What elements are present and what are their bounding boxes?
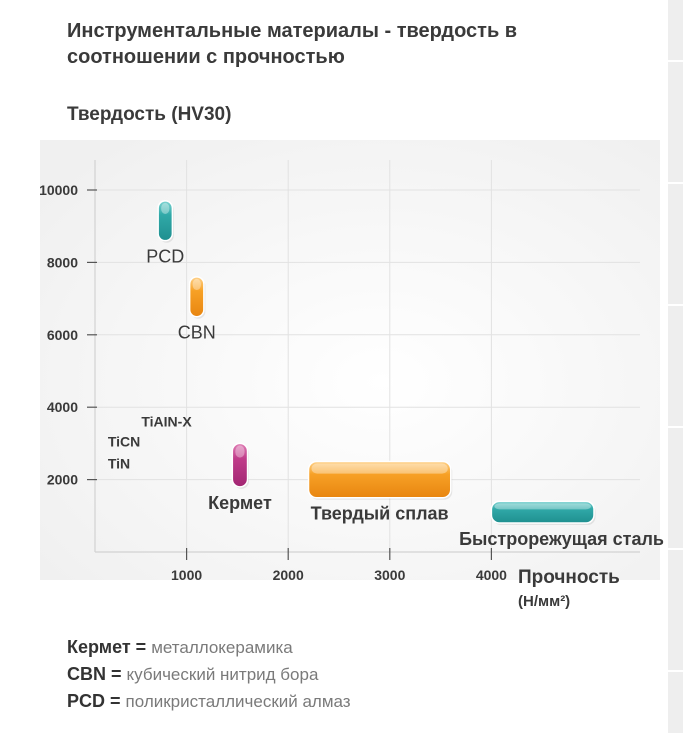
bar-label: Твердый сплав	[311, 504, 449, 524]
coating-annotation: TiAIN-X	[141, 414, 192, 430]
x-tick-label: 1000	[171, 567, 202, 583]
abbreviation-legend: Кермет = металлокерамика CBN = кубически…	[67, 634, 351, 715]
bar-cbn	[188, 276, 205, 318]
y-tick-label: 2000	[47, 472, 78, 488]
legend-key: CBN	[67, 664, 106, 684]
bar-pcd	[157, 200, 174, 242]
x-tick-label: 3000	[374, 567, 405, 583]
bar-label: CBN	[178, 323, 216, 343]
bar-highlight	[311, 463, 448, 474]
legend-row: Кермет = металлокерамика	[67, 634, 351, 661]
y-tick-label: 4000	[47, 399, 78, 415]
x-tick-label: 2000	[273, 567, 304, 583]
x-tick-label: 4000	[476, 567, 507, 583]
legend-equals: =	[130, 637, 152, 657]
bar-hss	[490, 500, 595, 524]
bar-hard-alloy	[307, 460, 452, 499]
legend-description: поликристаллический алмаз	[125, 692, 351, 711]
chart-plot: 2000 4000 6000 8000 10000 1000 2000 3000 4000 PC…	[39, 140, 664, 610]
x-axis-unit: (Н/мм²)	[518, 593, 570, 610]
coating-annotation: TiCN	[108, 434, 140, 450]
legend-equals: =	[106, 664, 127, 684]
legend-equals: =	[105, 691, 126, 711]
bar-label: Быстрорежущая сталь	[459, 529, 664, 549]
legend-description: кубический нитрид бора	[126, 665, 319, 684]
bar-label: PCD	[146, 247, 184, 267]
x-axis-label: Прочность	[518, 567, 620, 588]
bar-highlight	[235, 445, 245, 458]
legend-row: PCD = поликристаллический алмаз	[67, 688, 351, 715]
bar-label: Кермет	[208, 493, 272, 513]
bar-cermet	[231, 442, 249, 488]
legend-key: Кермет	[67, 637, 131, 657]
side-scroll-strip	[668, 0, 683, 733]
legend-key: PCD	[67, 691, 106, 711]
chart-title: Инструментальные материалы - твердость в…	[67, 20, 518, 68]
legend-description: металлокерамика	[151, 638, 293, 657]
y-tick-label: 10000	[39, 182, 78, 198]
coating-annotation: TiN	[108, 455, 130, 471]
y-axis-label: Твердость (HV30)	[67, 104, 232, 125]
legend-row: CBN = кубический нитрид бора	[67, 661, 351, 688]
y-tick-label: 6000	[47, 327, 78, 343]
y-tick-label: 8000	[47, 254, 78, 270]
bar-highlight	[494, 503, 591, 510]
bar-highlight	[192, 278, 201, 291]
bar-highlight	[161, 202, 170, 215]
